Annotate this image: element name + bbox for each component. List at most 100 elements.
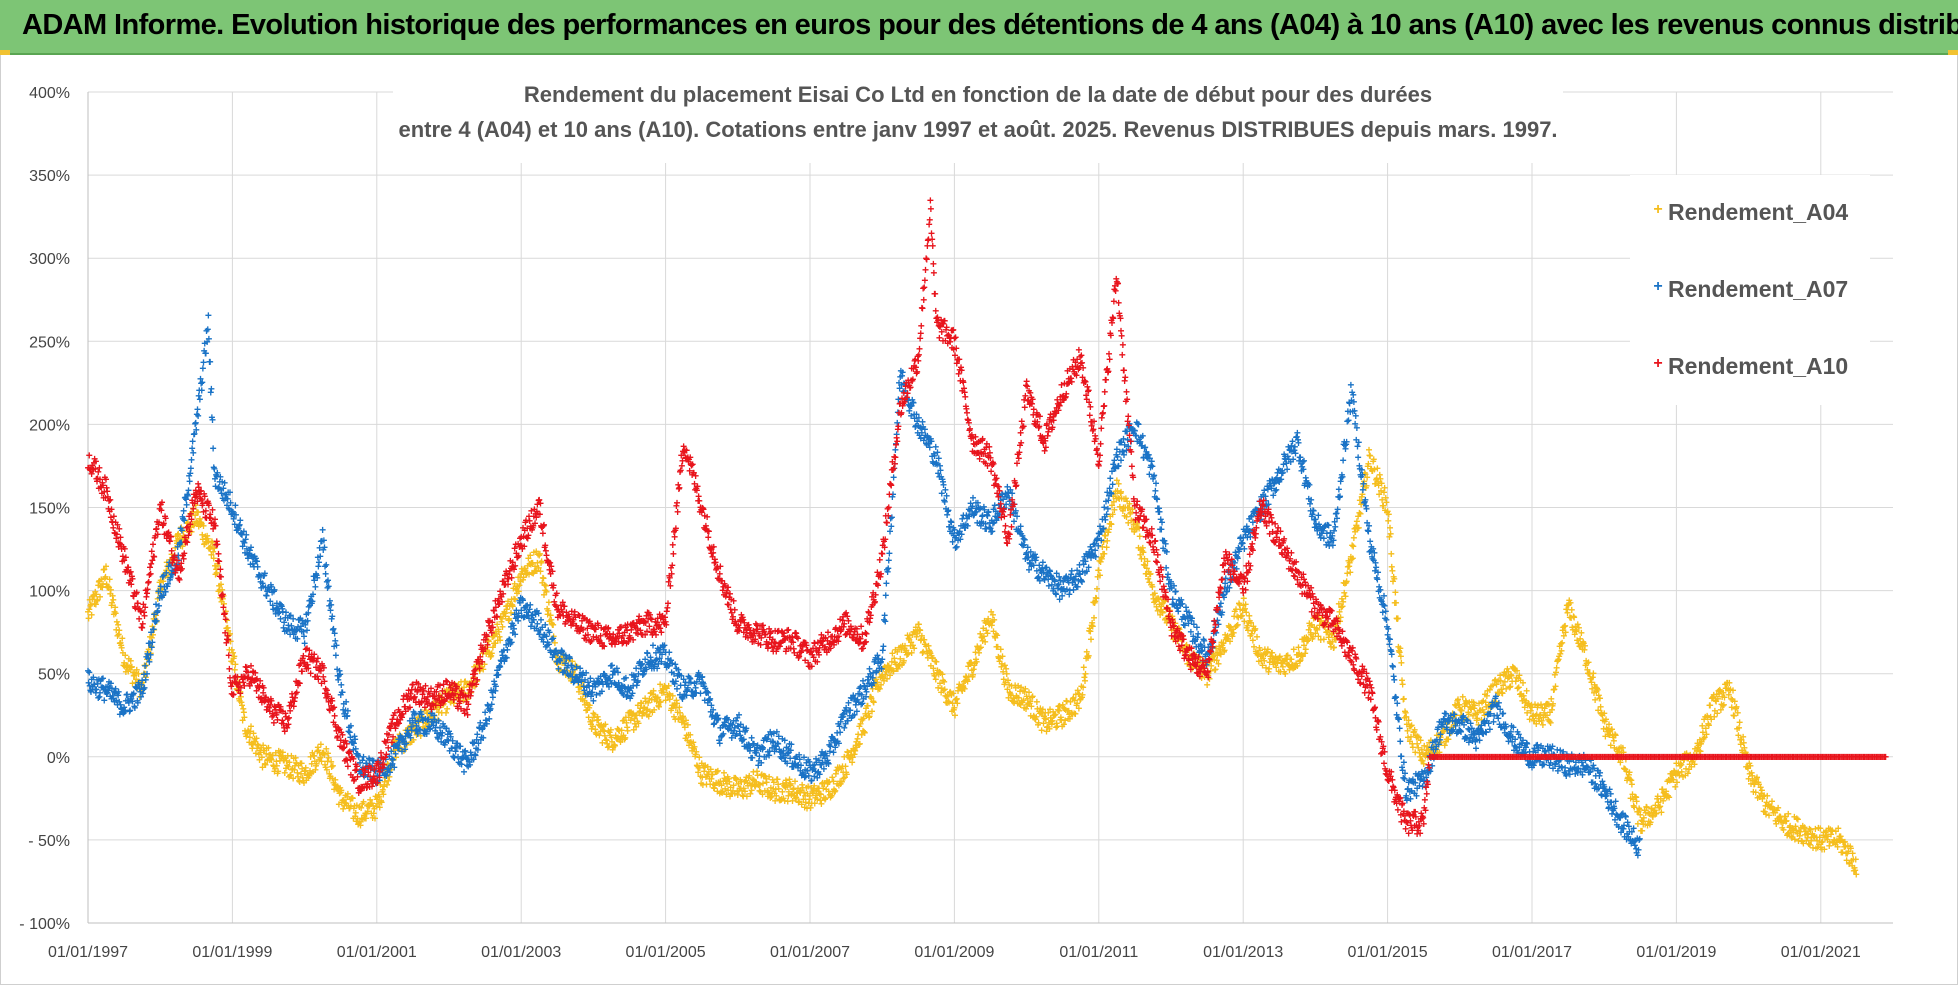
data-point: + bbox=[604, 741, 611, 755]
data-point: + bbox=[701, 760, 708, 774]
data-point: + bbox=[385, 774, 392, 788]
data-point: + bbox=[569, 655, 576, 669]
data-point: + bbox=[245, 724, 252, 738]
data-point: + bbox=[239, 714, 246, 728]
data-point: + bbox=[498, 612, 505, 626]
data-point: + bbox=[743, 789, 750, 803]
data-point: + bbox=[568, 674, 575, 688]
data-point: + bbox=[189, 517, 196, 531]
data-point: + bbox=[393, 750, 400, 764]
data-point: + bbox=[745, 779, 752, 793]
data-point: + bbox=[696, 750, 703, 764]
data-point: + bbox=[759, 788, 766, 802]
data-point: + bbox=[234, 683, 241, 697]
data-point: + bbox=[259, 760, 266, 774]
data-point: + bbox=[406, 720, 413, 734]
data-point: + bbox=[143, 658, 150, 672]
data-point: + bbox=[677, 706, 684, 720]
data-point: + bbox=[357, 819, 364, 833]
data-point: + bbox=[178, 532, 185, 546]
data-point: + bbox=[100, 577, 107, 591]
data-point: + bbox=[554, 657, 561, 671]
data-point: + bbox=[523, 567, 530, 581]
data-point: + bbox=[340, 802, 347, 816]
y-tick-label: 150% bbox=[29, 501, 70, 518]
data-point: + bbox=[534, 556, 541, 570]
data-point: + bbox=[646, 692, 653, 706]
data-point: + bbox=[120, 658, 127, 672]
data-point: + bbox=[748, 784, 755, 798]
data-point: + bbox=[610, 738, 617, 752]
data-point: + bbox=[355, 817, 362, 831]
data-point: + bbox=[242, 724, 249, 738]
data-point: + bbox=[405, 721, 412, 735]
data-point: + bbox=[600, 719, 607, 733]
data-point: + bbox=[365, 799, 372, 813]
data-point: + bbox=[163, 556, 170, 570]
data-point: + bbox=[264, 752, 271, 766]
data-point: + bbox=[180, 529, 187, 543]
data-point: + bbox=[323, 558, 330, 572]
data-point: + bbox=[431, 709, 438, 723]
data-point: + bbox=[540, 571, 547, 585]
data-point: + bbox=[350, 801, 357, 815]
data-point: + bbox=[323, 763, 330, 777]
data-point: + bbox=[603, 733, 610, 747]
data-point: + bbox=[571, 663, 578, 677]
data-point: + bbox=[468, 676, 475, 690]
data-point: + bbox=[381, 779, 388, 793]
data-point: + bbox=[265, 741, 272, 755]
data-point: + bbox=[484, 645, 491, 659]
data-point: + bbox=[330, 776, 337, 790]
data-point: + bbox=[261, 757, 268, 771]
data-point: + bbox=[628, 705, 635, 719]
data-point: + bbox=[358, 811, 365, 825]
data-point: + bbox=[207, 355, 214, 369]
data-point: + bbox=[130, 665, 137, 679]
data-point: + bbox=[491, 637, 498, 651]
data-point: + bbox=[139, 676, 146, 690]
data-point: + bbox=[394, 741, 401, 755]
data-point: + bbox=[210, 442, 217, 456]
data-point: + bbox=[545, 596, 552, 610]
data-point: + bbox=[379, 783, 386, 797]
data-point: + bbox=[307, 764, 314, 778]
data-point: + bbox=[1394, 611, 1401, 625]
data-point: + bbox=[438, 706, 445, 720]
data-point: + bbox=[518, 567, 525, 581]
data-point: + bbox=[202, 530, 209, 544]
data-point: + bbox=[467, 686, 474, 700]
data-point: + bbox=[411, 722, 418, 736]
data-point: + bbox=[565, 654, 572, 668]
data-point: + bbox=[98, 573, 105, 587]
data-point: + bbox=[772, 782, 779, 796]
data-point: + bbox=[702, 758, 709, 772]
data-point: + bbox=[719, 786, 726, 800]
data-point: + bbox=[367, 796, 374, 810]
data-point: + bbox=[339, 793, 346, 807]
data-point: + bbox=[359, 797, 366, 811]
data-point: + bbox=[514, 579, 521, 593]
data-point: + bbox=[861, 726, 868, 740]
data-point: + bbox=[551, 636, 558, 650]
data-point: + bbox=[665, 679, 672, 693]
data-point: + bbox=[207, 542, 214, 556]
data-point: + bbox=[695, 766, 702, 780]
data-point: + bbox=[532, 559, 539, 573]
data-point: + bbox=[629, 707, 636, 721]
data-point: + bbox=[726, 775, 733, 789]
data-point: + bbox=[292, 751, 299, 765]
data-point: + bbox=[733, 773, 740, 787]
data-point: + bbox=[248, 719, 255, 733]
data-point: + bbox=[487, 650, 494, 664]
data-point: + bbox=[727, 780, 734, 794]
data-point: + bbox=[417, 713, 424, 727]
data-point: + bbox=[693, 745, 700, 759]
data-point: + bbox=[673, 694, 680, 708]
data-point: + bbox=[130, 669, 137, 683]
data-point: + bbox=[223, 621, 230, 635]
data-point: + bbox=[649, 688, 656, 702]
data-point: + bbox=[158, 585, 165, 599]
data-point: + bbox=[486, 647, 493, 661]
data-point: + bbox=[184, 516, 191, 530]
